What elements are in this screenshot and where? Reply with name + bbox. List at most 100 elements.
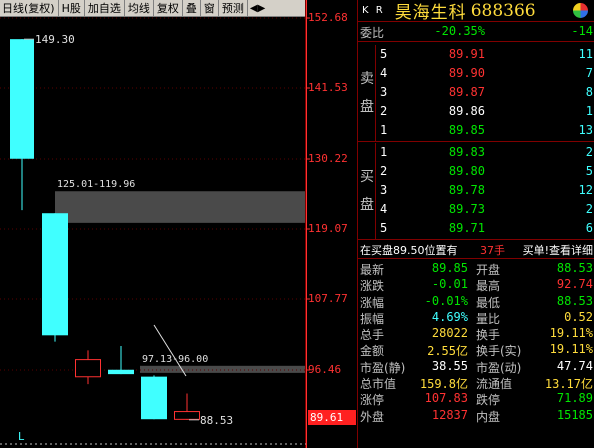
price-axis-line [306,0,310,448]
current-price-tag: 89.61 [308,409,356,425]
stat-value: 159.8亿 [419,377,468,392]
stat-row: 总手 28022 换手 19.11% [358,326,594,342]
stat-label-2: 最高 [476,279,501,294]
sell-level-row[interactable]: 5 89.91 11 [358,46,594,65]
order-ratio-row: 委比 -20.35% -14 [358,23,594,42]
stat-label-2: 内盘 [476,409,501,424]
stat-value: 4.69% [431,309,468,324]
stat-value: -0.01% [424,293,468,308]
buy-level-volume: 5 [585,164,593,178]
add-watchlist-button[interactable]: 加自选 [85,0,125,16]
stat-row: 总市值 159.8亿 流通值 13.17亿 [358,375,594,391]
stat-label: 涨停 [360,393,385,408]
stat-label: 涨幅 [360,295,385,310]
candle-body [42,213,68,336]
price-axis-label: 130.22 [308,152,348,165]
buy-level-row[interactable]: 3 89.78 12 [358,182,594,201]
sell-level-row[interactable]: 4 89.90 7 [358,65,594,84]
sell-level-row[interactable]: 2 89.86 1 [358,103,594,122]
sell-level-volume: 11 [578,47,593,61]
buy-level-row[interactable]: 4 89.73 2 [358,201,594,220]
candle-body [10,39,34,159]
buy-level-row[interactable]: 1 89.83 2 [358,144,594,163]
overlay-button[interactable]: 叠 [183,0,201,16]
price-axis-label: 152.68 [308,11,348,24]
buy-level-volume: 2 [585,202,593,216]
sell-level-price: 89.86 [448,104,485,118]
quote-stats: 最新 89.85 开盘 88.53 涨跌 -0.01 最高 92.74 涨幅 -0.01% 最低 88… [358,261,594,440]
notice-detail-link[interactable]: 买单!查看详细 [522,244,593,257]
candle-body [108,369,134,375]
stat-row: 最新 89.85 开盘 88.53 [358,261,594,277]
h-share-button[interactable]: H股 [59,0,85,16]
stat-value: 2.55亿 [427,344,468,359]
color-ball-icon[interactable] [573,3,588,18]
period-button[interactable]: 日线(复权) [0,0,59,16]
forecast-button[interactable]: 预测 [219,0,248,16]
chart-toolbar: 日线(复权) H股 加自选 均线 复权 叠 窗 预测 ◀▶ [0,0,306,17]
sell-level-number: 1 [380,123,388,137]
order-ratio-diff: -14 [571,24,593,38]
stat-value: 28022 [431,326,468,341]
sell-level-number: 5 [380,47,388,61]
big-order-notice[interactable]: 在买盘89.50位置有 37手 买单!查看详细 [358,240,594,259]
stat-value-2: 92.74 [556,277,593,292]
stat-value: 107.83 [424,391,468,406]
buy-level-number: 1 [380,145,388,159]
stat-row: 涨跌 -0.01 最高 92.74 [358,277,594,293]
price-axis-label: 119.07 [308,222,348,235]
window-button[interactable]: 窗 [201,0,219,16]
stat-value-2: 19.11% [549,326,593,341]
sell-level-number: 4 [380,66,388,80]
sell-level-volume: 1 [585,104,593,118]
trend-line [153,324,187,377]
sell-level-volume: 7 [585,66,593,80]
moving-average-button[interactable]: 均线 [125,0,154,16]
sell-level-volume: 13 [578,123,593,137]
stock-name: 昊海生科 [394,3,467,23]
sell-level-row[interactable]: 1 89.85 13 [358,122,594,141]
sell-label-2: 盘 [360,99,374,115]
sell-level-price: 89.85 [448,123,485,137]
stat-row: 涨停 107.83 跌停 71.89 [358,391,594,407]
buy-level-price: 89.78 [448,183,485,197]
price-axis-label: 141.53 [308,81,348,94]
price-callout-label: 149.30 [35,33,75,46]
order-ratio-value: -20.35% [434,24,485,38]
quote-panel: K R 昊海生科 688366 委比 -20.35% -14 卖 盘 5 89.9… [357,0,594,448]
stat-label-2: 换手 [476,328,501,343]
notice-volume: 37手 [480,244,505,257]
gap-band [55,191,306,223]
scroll-arrows-icon[interactable]: ◀▶ [249,3,266,14]
stat-label: 总市值 [360,377,397,392]
stat-value: 89.85 [431,261,468,275]
sell-level-number: 3 [380,85,388,99]
sell-level-number: 2 [380,104,388,118]
notice-text: 在买盘89.50位置有 [360,244,458,257]
buy-level-row[interactable]: 2 89.80 5 [358,163,594,182]
stat-value-2: 15185 [556,407,593,422]
buy-level-price: 89.83 [448,145,485,159]
kr-label: K R [362,5,385,16]
buy-level-price: 89.71 [448,221,485,235]
stat-label-2: 市盈(动) [476,360,522,375]
order-ratio-label: 委比 [360,26,385,40]
stat-label: 涨跌 [360,279,385,294]
price-callout-label: 88.53 [200,414,233,427]
adjust-price-button[interactable]: 复权 [154,0,183,16]
stat-label: 振幅 [360,311,385,326]
stat-value-2: 19.11% [549,342,593,357]
sell-level-row[interactable]: 3 89.87 8 [358,84,594,103]
stat-label-2: 流通值 [476,377,513,392]
stat-label: 最新 [360,263,385,277]
buy-level-volume: 12 [578,183,593,197]
stat-row: 外盘 12837 内盘 15185 [358,408,594,424]
candle-body [141,376,167,420]
price-axis: 152.68 141.53 130.22 119.07 107.77 96.46 89.6… [306,0,358,448]
stat-label-2: 开盘 [476,263,501,277]
buy-level-row[interactable]: 5 89.71 6 [358,220,594,239]
sell-level-price: 89.90 [448,66,485,80]
stat-label: 外盘 [360,409,385,424]
